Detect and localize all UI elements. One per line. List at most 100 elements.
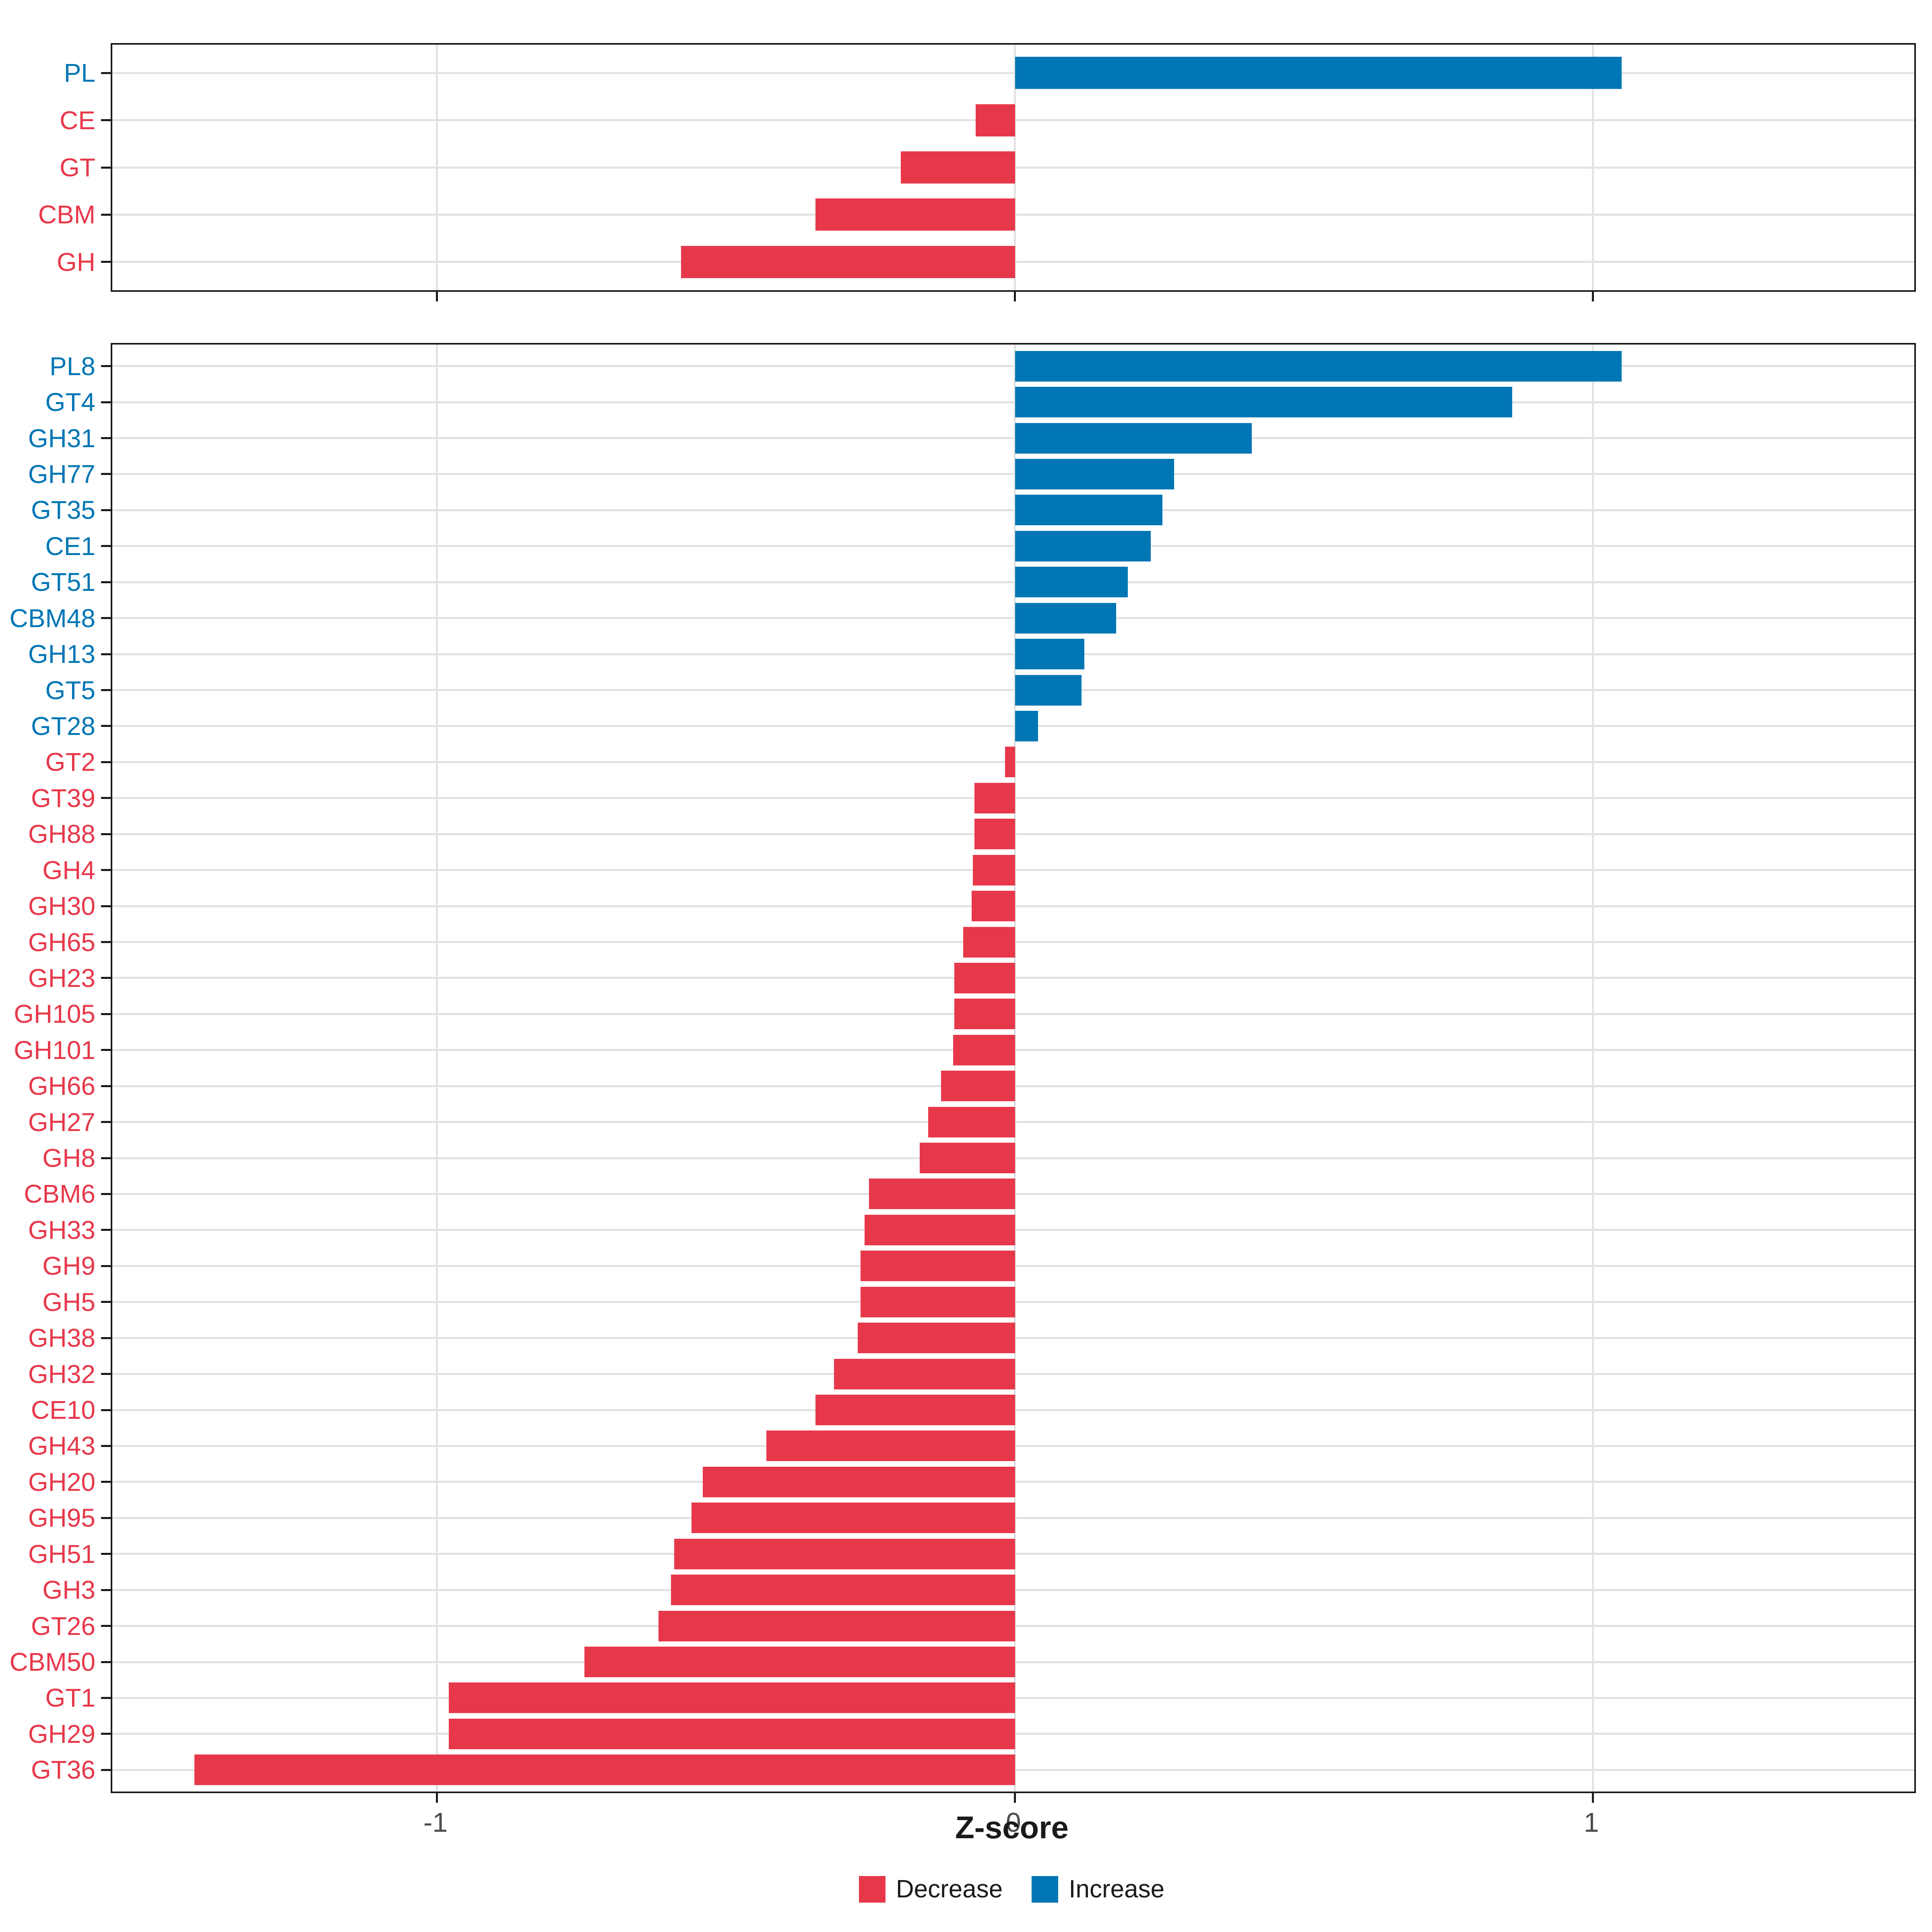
bar-CBM48 <box>1015 603 1117 634</box>
bar-PL8 <box>1015 351 1622 382</box>
y-axis-tick <box>101 1733 111 1735</box>
bar-GH43 <box>766 1430 1015 1461</box>
category-label-GH66: GH66 <box>28 1071 95 1101</box>
category-label-GH51: GH51 <box>28 1539 95 1569</box>
bar-GH3 <box>671 1575 1015 1606</box>
y-axis-tick <box>101 1121 111 1123</box>
bar-GH51 <box>674 1538 1015 1569</box>
bar-GH31 <box>1015 423 1252 454</box>
bar-GH65 <box>963 927 1015 958</box>
x-gridline <box>436 45 438 290</box>
x-tick-label-1: 1 <box>1583 1807 1599 1838</box>
bar-GH105 <box>954 999 1015 1030</box>
category-label-CBM: CBM <box>38 200 95 229</box>
category-label-GH101: GH101 <box>14 1035 95 1065</box>
y-axis-tick <box>101 365 111 367</box>
y-axis-tick <box>101 1301 111 1303</box>
bar-GT39 <box>974 782 1015 813</box>
category-label-CBM48: CBM48 <box>9 603 95 633</box>
category-label-GT4: GT4 <box>45 388 95 417</box>
panel-families: PL8 GT4 GH31 GH77 GT35 CE1 GT51 CBM48 GH13 GT5 GT2… <box>10 343 1916 1803</box>
y-axis-tick <box>101 725 111 727</box>
bar-GT35 <box>1015 495 1162 526</box>
x-gridline <box>1592 45 1594 290</box>
bar-CE10 <box>815 1395 1015 1426</box>
y-axis-tick <box>101 761 111 763</box>
y-axis-tick <box>101 1013 111 1015</box>
legend-label-decrease: Decrease <box>896 1875 1003 1903</box>
y-axis-tick <box>101 401 111 403</box>
category-label-CBM6: CBM6 <box>24 1179 95 1209</box>
bar-GH88 <box>974 819 1015 850</box>
bar-GH20 <box>703 1466 1015 1497</box>
category-label-PL: PL <box>64 58 95 88</box>
bar-GT1 <box>448 1682 1015 1713</box>
y-axis-tick <box>101 1049 111 1051</box>
bar-GT <box>900 151 1015 184</box>
y-axis-tick <box>101 1157 111 1159</box>
x-gridline <box>1014 45 1016 290</box>
category-label-GT: GT <box>60 153 95 182</box>
y-axis-tick <box>101 617 111 619</box>
y-gridline <box>112 545 1914 547</box>
y-gridline <box>112 617 1914 619</box>
bar-GH33 <box>865 1214 1015 1245</box>
y-axis-tick <box>101 509 111 511</box>
y-axis-tick <box>101 1625 111 1627</box>
category-label-CE1: CE1 <box>45 531 96 561</box>
bar-GH13 <box>1015 639 1085 670</box>
category-label-GH5: GH5 <box>42 1287 95 1317</box>
category-label-GH43: GH43 <box>28 1431 95 1461</box>
bar-CBM50 <box>584 1647 1015 1678</box>
bar-GT2 <box>1005 747 1015 778</box>
bar-GH23 <box>954 962 1015 993</box>
category-label-GH38: GH38 <box>28 1323 95 1353</box>
bar-GH30 <box>972 891 1015 922</box>
category-label-GH32: GH32 <box>28 1359 95 1389</box>
x-axis-tick <box>436 292 438 301</box>
category-label-GH95: GH95 <box>28 1503 95 1533</box>
y-axis-tick <box>101 653 111 655</box>
y-axis-tick <box>101 473 111 475</box>
y-axis-tick <box>101 581 111 583</box>
category-label-CE10: CE10 <box>31 1395 95 1425</box>
category-label-GT1: GT1 <box>45 1683 95 1713</box>
category-label-GH: GH <box>57 247 95 277</box>
y-gridline <box>112 365 1914 367</box>
category-label-GH30: GH30 <box>28 892 95 921</box>
y-gridline <box>112 581 1914 583</box>
bar-GT26 <box>658 1610 1015 1641</box>
category-label-GT26: GT26 <box>31 1611 95 1641</box>
category-label-PL8: PL8 <box>50 351 95 381</box>
y-gridline <box>112 473 1914 475</box>
y-axis-tick <box>101 1193 111 1195</box>
bar-GH32 <box>834 1358 1015 1389</box>
y-axis-tick <box>101 119 111 122</box>
y-gridline <box>112 653 1914 655</box>
y-axis-tick <box>101 1553 111 1555</box>
y-axis-tick <box>101 437 111 439</box>
y-axis-tick <box>101 1085 111 1087</box>
y-axis-tick <box>101 213 111 216</box>
decrease-swatch-icon <box>859 1876 886 1903</box>
y-axis-tick <box>101 1661 111 1663</box>
y-axis-tick <box>101 869 111 871</box>
category-label-GH13: GH13 <box>28 640 95 669</box>
y-axis-tick <box>101 689 111 691</box>
y-axis-tick <box>101 1517 111 1519</box>
x-axis-title: Z-score <box>955 1810 1069 1845</box>
bar-GH29 <box>448 1718 1015 1749</box>
category-label-CBM50: CBM50 <box>9 1647 95 1677</box>
x-axis-tick <box>436 1793 438 1803</box>
y-axis-tick <box>101 166 111 169</box>
y-axis-tick <box>101 545 111 547</box>
category-label-GH65: GH65 <box>28 927 95 957</box>
x-tick-label--1: -1 <box>423 1807 448 1838</box>
y-axis-tick <box>101 905 111 907</box>
legend-item-increase: Increase <box>1032 1876 1164 1903</box>
legend-item-decrease: Decrease <box>859 1876 1003 1903</box>
category-label-GT35: GT35 <box>31 495 95 525</box>
category-label-GT51: GT51 <box>31 568 95 597</box>
y-axis-tick <box>101 1373 111 1375</box>
